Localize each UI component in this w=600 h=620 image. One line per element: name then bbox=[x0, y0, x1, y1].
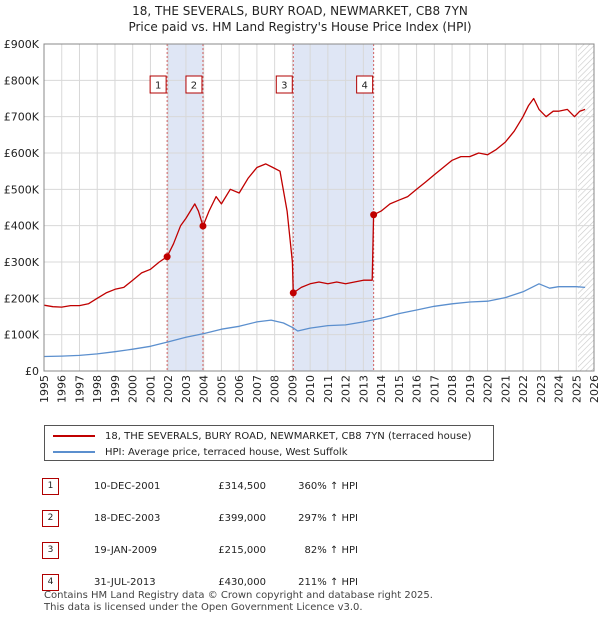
x-tick-label: 2009 bbox=[286, 375, 299, 403]
x-tick-label: 2025 bbox=[570, 375, 583, 403]
legend-swatch-price bbox=[53, 435, 95, 437]
x-tick-label: 2002 bbox=[162, 375, 175, 403]
plot-border bbox=[43, 43, 595, 372]
transaction-price: £430,000 bbox=[218, 576, 266, 588]
x-tick-label: 2026 bbox=[588, 375, 600, 403]
future-hatch-region bbox=[578, 44, 594, 371]
sale-label-box-1 bbox=[149, 75, 167, 94]
y-tick-label: £800K bbox=[4, 74, 40, 87]
transaction-number-box: 4 bbox=[42, 573, 59, 591]
x-tick-label: 2005 bbox=[215, 375, 228, 403]
sale-point-1 bbox=[163, 253, 171, 261]
y-tick-label: £700K bbox=[4, 111, 40, 124]
y-tick-label: £200K bbox=[4, 292, 40, 305]
legend-label-hpi: HPI: Average price, terraced house, West… bbox=[105, 446, 348, 458]
sale-label-box-4 bbox=[356, 75, 374, 94]
transaction-hpi-change: 82% ↑ HPI bbox=[304, 544, 358, 556]
x-tick-label: 2022 bbox=[517, 375, 530, 403]
sale-label-box-3 bbox=[275, 75, 293, 94]
transaction-date: 31-JUL-2013 bbox=[94, 576, 156, 588]
transaction-number: 3 bbox=[42, 534, 94, 566]
highlight-span-2 bbox=[293, 44, 374, 371]
x-tick-label: 1997 bbox=[73, 375, 86, 403]
x-tick-label: 2007 bbox=[251, 375, 264, 403]
sale-label-2: 2 bbox=[191, 81, 197, 92]
y-tick-label: £0 bbox=[25, 365, 39, 378]
x-tick-label: 2019 bbox=[464, 375, 477, 403]
x-tick-label: 2017 bbox=[428, 375, 441, 403]
x-tick-label: 2024 bbox=[553, 375, 566, 403]
footer-copyright: Contains HM Land Registry data © Crown c… bbox=[44, 590, 433, 601]
x-tick-label: 2013 bbox=[357, 375, 370, 403]
transaction-number: 1 bbox=[42, 470, 94, 502]
table-row: 4 31-JUL-2013 £430,000 211% ↑ HPI bbox=[42, 566, 358, 598]
sale-point-2 bbox=[199, 222, 207, 230]
x-tick-label: 2015 bbox=[393, 375, 406, 403]
y-tick-label: £400K bbox=[4, 220, 40, 233]
sale-label-3: 3 bbox=[281, 81, 287, 92]
hpi-series-line bbox=[43, 283, 586, 358]
x-tick-label: 2014 bbox=[375, 375, 388, 403]
transaction-hpi-change: 297% ↑ HPI bbox=[298, 512, 358, 524]
chart-title-address: 18, THE SEVERALS, BURY ROAD, NEWMARKET, … bbox=[132, 4, 468, 18]
x-tick-label: 2023 bbox=[535, 375, 548, 403]
legend-item-hpi: HPI: Average price, terraced house, West… bbox=[53, 445, 348, 459]
x-tick-label: 2001 bbox=[144, 375, 157, 403]
table-row: 3 19-JAN-2009 £215,000 82% ↑ HPI bbox=[42, 534, 358, 566]
x-tick-label: 1998 bbox=[91, 375, 104, 403]
transaction-date: 10-DEC-2001 bbox=[94, 480, 161, 492]
transaction-date: 18-DEC-2003 bbox=[94, 512, 161, 524]
legend-label-price: 18, THE SEVERALS, BURY ROAD, NEWMARKET, … bbox=[105, 430, 472, 442]
sale-point-4 bbox=[370, 211, 378, 219]
transaction-price: £314,500 bbox=[218, 480, 266, 492]
transaction-number-box: 3 bbox=[42, 541, 59, 559]
transaction-number-box: 1 bbox=[42, 477, 59, 495]
transaction-price: £215,000 bbox=[218, 544, 266, 556]
transaction-number: 4 bbox=[42, 566, 94, 598]
y-tick-label: £100K bbox=[4, 329, 40, 342]
table-row: 2 18-DEC-2003 £399,000 297% ↑ HPI bbox=[42, 502, 358, 534]
price-series-line bbox=[43, 97, 586, 308]
x-tick-label: 2011 bbox=[322, 375, 335, 403]
x-tick-label: 2003 bbox=[180, 375, 193, 403]
sale-label-4: 4 bbox=[361, 81, 367, 92]
transaction-price: £399,000 bbox=[218, 512, 266, 524]
sale-point-3 bbox=[289, 289, 297, 297]
x-tick-label: 1999 bbox=[109, 375, 122, 403]
y-tick-label: £500K bbox=[4, 183, 40, 196]
x-tick-label: 2008 bbox=[269, 375, 282, 403]
sale-label-1: 1 bbox=[155, 81, 161, 92]
transaction-hpi-change: 360% ↑ HPI bbox=[298, 480, 358, 492]
footer-licence: This data is licensed under the Open Gov… bbox=[44, 602, 363, 613]
legend-item-price: 18, THE SEVERALS, BURY ROAD, NEWMARKET, … bbox=[53, 429, 471, 443]
x-tick-label: 2010 bbox=[304, 375, 317, 403]
legend-swatch-hpi bbox=[53, 451, 95, 453]
x-tick-label: 2000 bbox=[127, 375, 140, 403]
y-tick-label: £300K bbox=[4, 256, 40, 269]
x-tick-label: 2012 bbox=[340, 375, 353, 403]
transaction-number-box: 2 bbox=[42, 509, 59, 527]
x-tick-label: 1996 bbox=[56, 375, 69, 403]
table-row: 1 10-DEC-2001 £314,500 360% ↑ HPI bbox=[42, 470, 358, 502]
x-tick-label: 2020 bbox=[482, 375, 495, 403]
y-tick-label: £900K bbox=[4, 38, 40, 51]
transaction-number: 2 bbox=[42, 502, 94, 534]
x-tick-label: 2016 bbox=[411, 375, 424, 403]
price-chart: 1 2 3 4 £0 £100K £200K £300K £400K £500K £600K £700… bbox=[4, 38, 600, 403]
x-tick-label: 2006 bbox=[233, 375, 246, 403]
footer: Contains HM Land Registry data © Crown c… bbox=[44, 590, 433, 614]
chart-subtitle: Price paid vs. HM Land Registry's House … bbox=[128, 20, 472, 34]
x-tick-label: 1995 bbox=[38, 375, 51, 403]
x-tick-label: 2018 bbox=[446, 375, 459, 403]
x-tick-label: 2004 bbox=[198, 375, 211, 403]
legend: 18, THE SEVERALS, BURY ROAD, NEWMARKET, … bbox=[44, 425, 494, 461]
y-tick-label: £600K bbox=[4, 147, 40, 160]
transaction-hpi-change: 211% ↑ HPI bbox=[298, 576, 358, 588]
x-tick-label: 2021 bbox=[499, 375, 512, 403]
sale-label-box-2 bbox=[185, 75, 203, 94]
transactions-table: 1 10-DEC-2001 £314,500 360% ↑ HPI 2 18-DEC-20… bbox=[42, 470, 358, 598]
transaction-date: 19-JAN-2009 bbox=[94, 544, 158, 556]
